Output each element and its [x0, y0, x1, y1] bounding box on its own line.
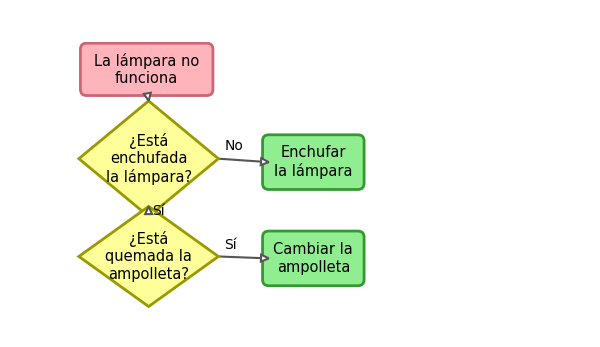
Text: ¿Está
quemada la
ampolleta?: ¿Está quemada la ampolleta?: [105, 231, 192, 282]
Text: Sí: Sí: [152, 204, 165, 218]
Polygon shape: [261, 255, 269, 262]
Text: Sí: Sí: [224, 238, 237, 252]
Text: La lámpara no
funciona: La lámpara no funciona: [94, 53, 199, 86]
Polygon shape: [79, 206, 218, 306]
Polygon shape: [144, 93, 151, 101]
Text: Cambiar la
ampolleta: Cambiar la ampolleta: [274, 242, 353, 274]
Text: ¿Está
enchufada
la lámpara?: ¿Está enchufada la lámpara?: [106, 133, 191, 185]
Text: No: No: [224, 138, 244, 153]
Polygon shape: [79, 101, 218, 217]
Polygon shape: [145, 206, 152, 214]
FancyBboxPatch shape: [263, 135, 364, 189]
Polygon shape: [261, 158, 269, 165]
FancyBboxPatch shape: [263, 231, 364, 286]
Text: Enchufar
la lámpara: Enchufar la lámpara: [274, 145, 353, 179]
FancyBboxPatch shape: [80, 43, 213, 95]
